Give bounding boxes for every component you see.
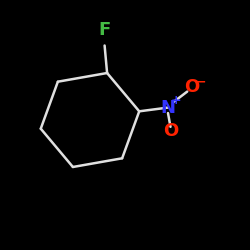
Text: O: O [184,78,199,96]
Text: N: N [160,98,176,116]
Text: O: O [163,122,178,140]
Text: −: − [196,76,206,88]
Text: F: F [98,21,111,39]
Text: +: + [171,94,181,107]
